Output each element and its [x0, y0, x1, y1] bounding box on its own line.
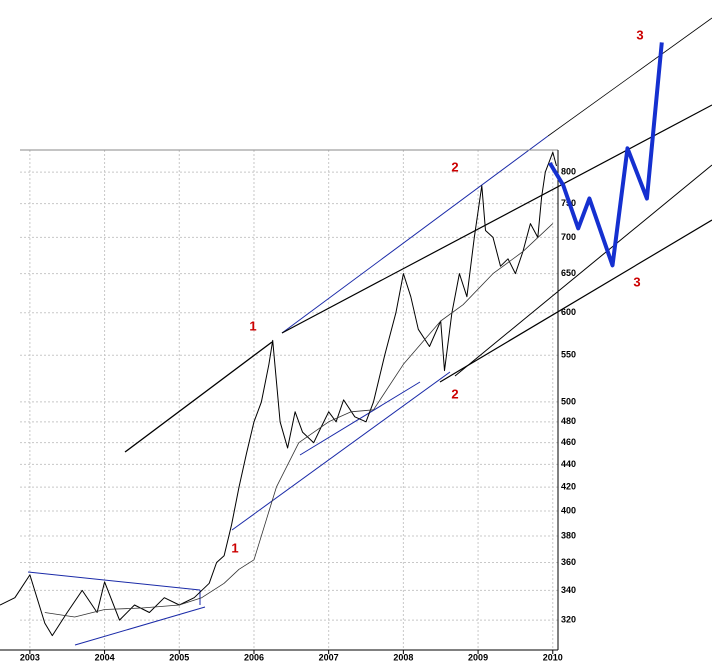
x-tick-label: 2010 — [543, 652, 563, 662]
y-tick-label: 420 — [561, 482, 576, 492]
y-tick-label: 550 — [561, 350, 576, 360]
y-tick-label: 440 — [561, 459, 576, 469]
y-tick-label: 400 — [561, 505, 576, 515]
wave-label: 2 — [451, 159, 458, 174]
price-line — [44, 223, 554, 618]
wave-label: 3 — [636, 27, 643, 42]
wave-label: 1 — [231, 540, 238, 555]
y-tick-label: 340 — [561, 585, 576, 595]
wave-label: 3 — [633, 274, 640, 289]
y-tick-label: 320 — [561, 614, 576, 624]
y-tick-label: 700 — [561, 232, 576, 242]
grid — [20, 150, 558, 650]
y-tick-label: 360 — [561, 557, 576, 567]
x-tick-label: 2008 — [393, 652, 413, 662]
wave-label: 2 — [451, 386, 458, 401]
y-tick-label: 380 — [561, 530, 576, 540]
y-tick-label: 800 — [561, 166, 576, 176]
x-tick-label: 2004 — [95, 652, 115, 662]
y-tick-label: 600 — [561, 307, 576, 317]
y-tick-label: 500 — [561, 396, 576, 406]
x-tick-label: 2009 — [468, 652, 488, 662]
trend-lines — [0, 17, 712, 651]
x-tick-label: 2005 — [169, 652, 189, 662]
x-tick-label: 2007 — [319, 652, 339, 662]
y-tick-label: 480 — [561, 416, 576, 426]
price-line — [0, 151, 557, 637]
x-tick-label: 2003 — [20, 652, 40, 662]
wave-label: 1 — [249, 318, 256, 333]
price-line — [548, 42, 664, 268]
y-tick-label: 460 — [561, 437, 576, 447]
x-tick-label: 2006 — [244, 652, 264, 662]
y-tick-label: 650 — [561, 268, 576, 278]
